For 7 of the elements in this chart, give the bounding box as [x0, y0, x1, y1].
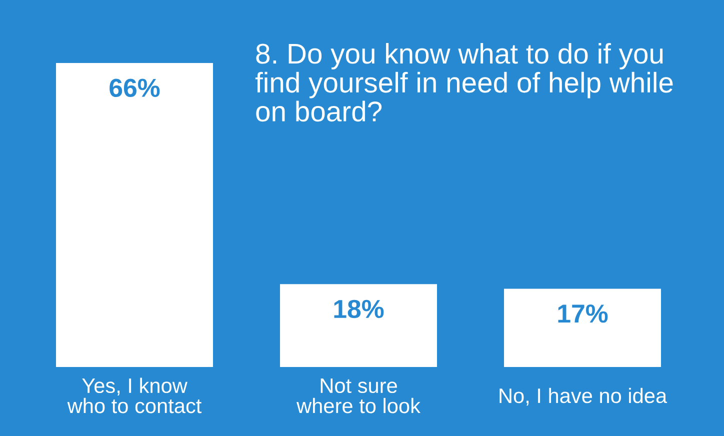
x-tick-label: Yes, I know who to contact — [67, 378, 202, 414]
chart-title: 8. Do you know what to do if you find yourself in need of help while on board? — [255, 43, 673, 122]
data-label: 17% — [558, 304, 608, 323]
data-label: 66% — [110, 78, 160, 98]
x-tick-label: No, I have no idea — [500, 388, 668, 406]
x-tick-label: Not sure where to look — [296, 378, 420, 414]
data-label: 18% — [334, 300, 384, 318]
